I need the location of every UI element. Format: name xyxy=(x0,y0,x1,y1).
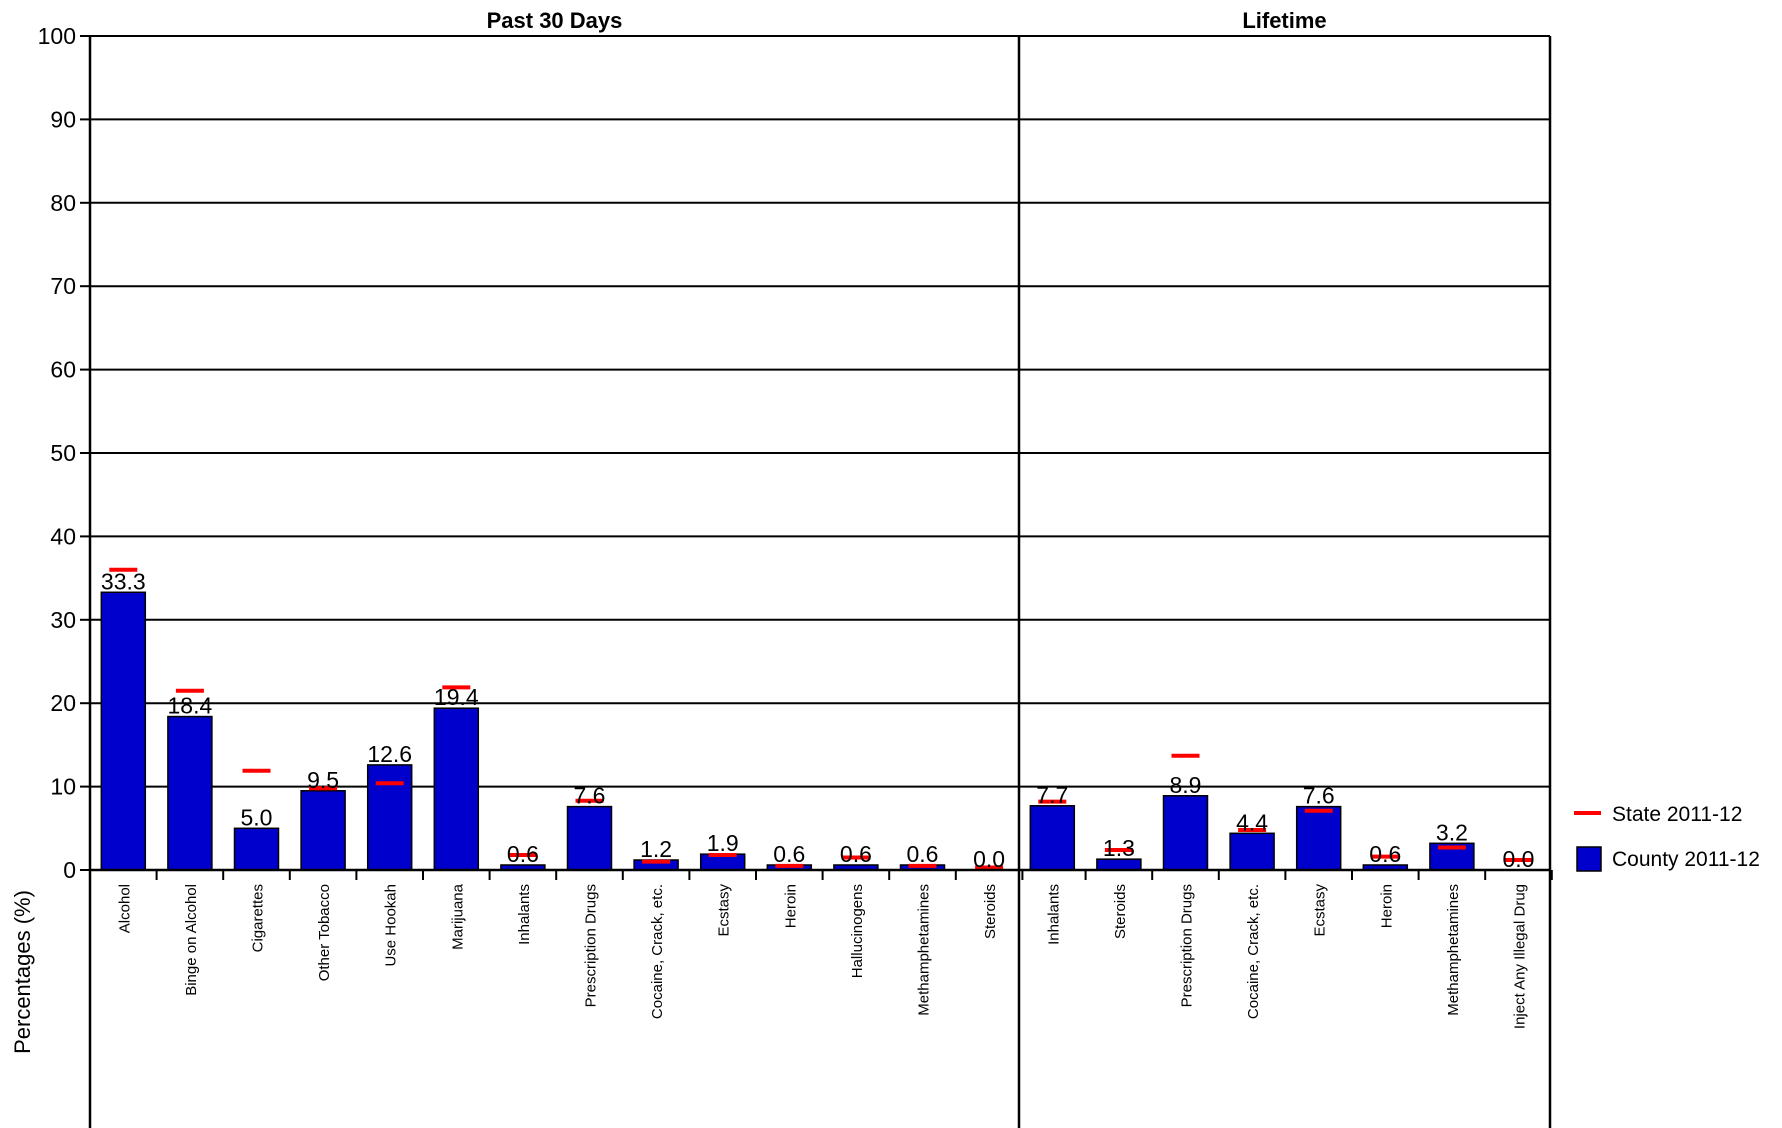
category-label: Steroids xyxy=(1112,884,1129,939)
state-markers xyxy=(109,567,1533,870)
data-label: 0.6 xyxy=(773,841,805,867)
data-label: 0.0 xyxy=(973,846,1005,872)
data-label: 0.6 xyxy=(907,841,939,867)
county-bar xyxy=(300,790,346,871)
county-bar xyxy=(366,764,413,871)
data-label: 7.7 xyxy=(1036,782,1068,808)
category-label: Alcohol xyxy=(116,884,133,933)
data-label: 0.0 xyxy=(1503,846,1535,872)
data-labels: 33.3 18.4 5.0 9.5 12.6 19.4 0.6 7.6 1.2 1.9 0.6 0.6… xyxy=(101,568,1535,872)
county-bar xyxy=(233,827,280,871)
y-tick-label: 100 xyxy=(38,23,76,49)
data-label: 18.4 xyxy=(168,693,213,719)
y-tick-label: 80 xyxy=(50,190,76,216)
category-label: Other Tobacco xyxy=(316,884,333,981)
county-bar xyxy=(1229,832,1275,871)
y-tick-label: 60 xyxy=(50,357,76,383)
category-label: Prescription Drugs xyxy=(1179,884,1196,1007)
data-label: 4.4 xyxy=(1236,809,1268,835)
category-label: Heroin xyxy=(1378,884,1395,928)
y-tick-label: 50 xyxy=(50,440,76,466)
category-label: Steroids xyxy=(982,884,999,939)
county-bar xyxy=(433,707,480,871)
data-label: 7.6 xyxy=(1303,783,1335,809)
y-tick-label: 70 xyxy=(50,273,76,299)
data-label: 5.0 xyxy=(241,804,273,830)
legend: State 2011-12 County 2011-12 xyxy=(1574,803,1760,872)
data-label: 1.3 xyxy=(1103,835,1135,861)
axes: 0 10 20 30 40 50 60 70 80 90 100 Past 30 Days Alcoho… xyxy=(38,8,1553,1128)
category-label: Cocaine, Crack, etc. xyxy=(649,884,666,1019)
county-bar xyxy=(1029,805,1076,871)
data-label: 33.3 xyxy=(101,568,146,594)
category-label: Hallucinogens xyxy=(849,884,866,978)
panel-title: Lifetime xyxy=(1242,8,1326,33)
category-label: Binge on Alcohol xyxy=(183,884,200,996)
data-label: 19.4 xyxy=(434,684,479,710)
y-tick-label: 30 xyxy=(50,607,76,633)
y-tick-label: 20 xyxy=(50,690,76,716)
data-label: 1.9 xyxy=(707,830,739,856)
county-bar xyxy=(1295,805,1342,871)
gridlines xyxy=(90,35,1550,871)
legend-county-swatch xyxy=(1576,846,1602,872)
county-bar xyxy=(167,715,213,871)
data-label: 0.6 xyxy=(1369,841,1401,867)
y-tick-label: 0 xyxy=(63,857,76,883)
category-label: Ecstasy xyxy=(1312,884,1329,937)
category-label: Prescription Drugs xyxy=(583,884,600,1007)
y-axis-label: Percentages (%) xyxy=(10,890,35,1054)
data-label: 8.9 xyxy=(1170,772,1202,798)
county-bar xyxy=(100,591,147,871)
data-label: 0.6 xyxy=(507,841,539,867)
y-tick-label: 10 xyxy=(50,774,76,800)
legend-state-label: State 2011-12 xyxy=(1612,803,1742,826)
y-tick-label: 40 xyxy=(50,523,76,549)
data-label: 7.6 xyxy=(574,783,606,809)
category-label: Use Hookah xyxy=(383,884,400,967)
panel-title: Past 30 Days xyxy=(487,8,623,33)
category-label: Ecstasy xyxy=(716,884,733,937)
category-label: Cigarettes xyxy=(250,884,267,952)
county-bar xyxy=(566,805,613,871)
legend-county-label: County 2011-12 xyxy=(1612,848,1760,871)
data-label: 0.6 xyxy=(840,841,872,867)
category-label: Methamphetamines xyxy=(1445,884,1462,1016)
county-bar xyxy=(1162,795,1209,871)
data-label: 3.2 xyxy=(1436,819,1468,845)
category-label: Inhalants xyxy=(516,884,533,945)
category-label: Heroin xyxy=(782,884,799,928)
category-label: Inject Any Illegal Drug xyxy=(1512,884,1529,1029)
category-label: Methamphetamines xyxy=(916,884,933,1016)
data-label: 1.2 xyxy=(640,836,672,862)
category-label: Marijuana xyxy=(449,883,466,950)
category-label: Cocaine, Crack, etc. xyxy=(1245,884,1262,1019)
data-label: 9.5 xyxy=(307,767,339,793)
y-tick-label: 90 xyxy=(50,106,76,132)
category-label: Inhalants xyxy=(1045,884,1062,945)
data-label: 12.6 xyxy=(367,741,412,767)
